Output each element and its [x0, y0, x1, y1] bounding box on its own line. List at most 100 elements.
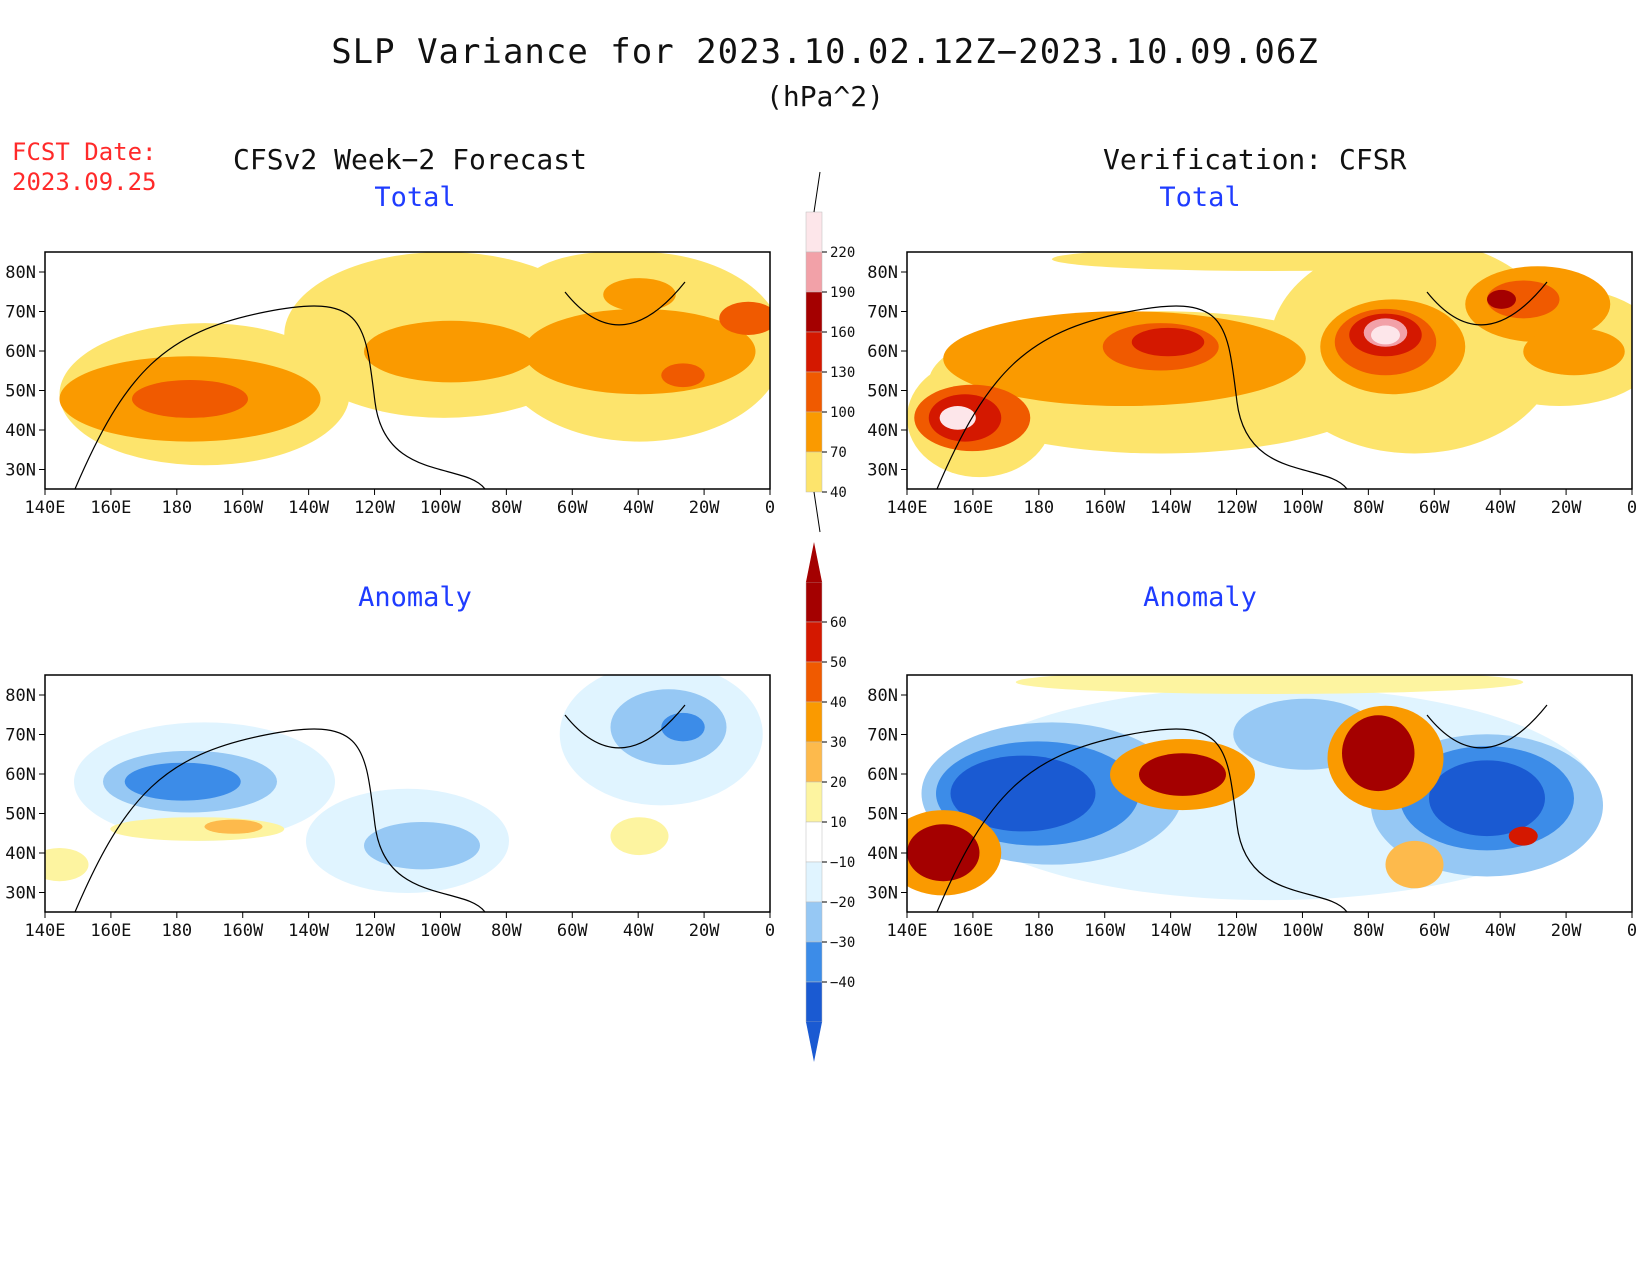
map-panel-fcst-anom: 80N 70N 60N 50N 40N 30N 140E 160E 180 160W 140W 120… — [5, 674, 775, 941]
lat-label: 30N — [867, 461, 898, 481]
panel-subtitle-verification-anomaly: Anomaly — [1143, 582, 1257, 613]
shaded-region — [1487, 280, 1560, 319]
lat-label: 80N — [867, 686, 898, 706]
lon-label: 80W — [1353, 921, 1384, 941]
lat-label: 30N — [867, 884, 898, 904]
lon-label: 80W — [491, 921, 522, 941]
lon-label: 160W — [1084, 498, 1126, 518]
lon-label: 160W — [1084, 921, 1126, 941]
lon-label: 140W — [288, 921, 330, 941]
lat-label: 40N — [867, 421, 898, 441]
fcst-date-value: 2023.09.25 — [12, 168, 157, 196]
colorbar-swatch — [805, 861, 823, 903]
fcst-date-label: FCST Date: — [12, 138, 157, 166]
colorbar-swatch — [805, 661, 823, 703]
map-frame — [44, 674, 771, 913]
shaded-region — [124, 762, 241, 801]
lat-label: 60N — [5, 342, 36, 362]
colorbar-swatch — [805, 981, 823, 1023]
lon-label: 160W — [222, 921, 264, 941]
lat-label: 70N — [5, 303, 36, 323]
shaded-region — [1139, 753, 1226, 796]
lon-label: 140E — [887, 498, 928, 518]
panel-subtitle-verification-total: Total — [1159, 182, 1241, 213]
lon-label: 100W — [420, 498, 462, 518]
colorbar-swatch — [805, 581, 823, 623]
shaded-region — [950, 755, 1096, 832]
map-frame — [906, 251, 1633, 490]
shaded-region — [1508, 826, 1538, 846]
colorbar-label: 50 — [830, 655, 847, 671]
colorbar-label: 100 — [830, 405, 855, 421]
colorbar-swatch — [805, 291, 823, 333]
shaded-region — [1342, 715, 1415, 792]
colorbar-swatch — [805, 781, 823, 823]
shaded-region — [939, 406, 976, 430]
greenland-coast — [564, 704, 686, 749]
verification-column-title: Verification: CFSR — [1103, 143, 1407, 176]
colorbar-swatch — [805, 941, 823, 983]
lat-label: 80N — [5, 263, 36, 283]
colorbar-swatch — [805, 451, 823, 493]
lat-label: 30N — [5, 884, 36, 904]
lat-label: 50N — [867, 805, 898, 825]
colorbar-label: −30 — [830, 935, 855, 951]
lon-label: 180 — [1023, 498, 1054, 518]
colorbar-label: 130 — [830, 365, 855, 381]
colorbar-total: 220 190 160 130 100 70 40 — [805, 171, 855, 533]
lon-label: 0 — [765, 921, 775, 941]
lon-label: 140E — [25, 921, 66, 941]
colorbar-swatch — [805, 741, 823, 783]
lon-label: 20W — [689, 498, 720, 518]
lat-label: 70N — [867, 303, 898, 323]
lat-label: 60N — [867, 765, 898, 785]
lon-label: 60W — [1419, 921, 1450, 941]
panel-subtitle-forecast-total: Total — [374, 182, 456, 213]
lon-label: 40W — [623, 498, 654, 518]
lat-label: 80N — [5, 686, 36, 706]
shaded-region — [719, 301, 770, 335]
shaded-region — [1385, 840, 1444, 889]
lat-label: 70N — [5, 726, 36, 746]
colorbar-anomaly: 60 50 40 30 20 10 −10 −20 −30 −40 — [805, 542, 855, 1062]
greenland-coast — [564, 281, 686, 326]
map-panel-fcst-total: 80N 70N 60N 50N 40N 30N 140E 160E 180 160W 140W 120… — [5, 251, 775, 518]
lon-label: 40W — [1485, 921, 1516, 941]
lon-label: 180 — [1023, 921, 1054, 941]
colorbar-label: 220 — [830, 245, 855, 261]
lon-label: 20W — [689, 921, 720, 941]
contour-fill-layer — [907, 252, 1632, 489]
lon-label: 60W — [557, 921, 588, 941]
shaded-region — [204, 819, 263, 834]
shaded-region — [661, 363, 705, 388]
figure-units: (hPa^2) — [765, 80, 884, 113]
colorbar-swatch — [805, 251, 823, 293]
lon-label: 100W — [420, 921, 462, 941]
panel-subtitle-forecast-anomaly: Anomaly — [358, 582, 472, 613]
colorbar-label: 190 — [830, 285, 855, 301]
lon-label: 60W — [557, 498, 588, 518]
lon-label: 40W — [623, 921, 654, 941]
colorbar-label: 160 — [830, 325, 855, 341]
lon-label: 140W — [1150, 498, 1192, 518]
lon-label: 100W — [1282, 921, 1324, 941]
lon-label: 40W — [1485, 498, 1516, 518]
shaded-region — [1131, 327, 1205, 357]
contour-fill-layer — [907, 675, 1603, 912]
shaded-region — [1429, 760, 1545, 837]
lat-label: 70N — [867, 726, 898, 746]
shaded-region — [1015, 675, 1524, 694]
lon-label: 120W — [354, 921, 396, 941]
coastline — [936, 728, 1348, 912]
lat-label: 40N — [867, 844, 898, 864]
lat-label: 50N — [5, 805, 36, 825]
lon-label: 120W — [1216, 921, 1258, 941]
colorbar-top-edge — [813, 171, 821, 213]
shaded-region — [1523, 327, 1625, 376]
colorbar-label: −20 — [830, 895, 855, 911]
lon-label: 20W — [1551, 921, 1582, 941]
forecast-column-title: CFSv2 Week−2 Forecast — [233, 143, 588, 176]
colorbar-label: 30 — [830, 735, 847, 751]
colorbar-label: 40 — [830, 695, 847, 711]
